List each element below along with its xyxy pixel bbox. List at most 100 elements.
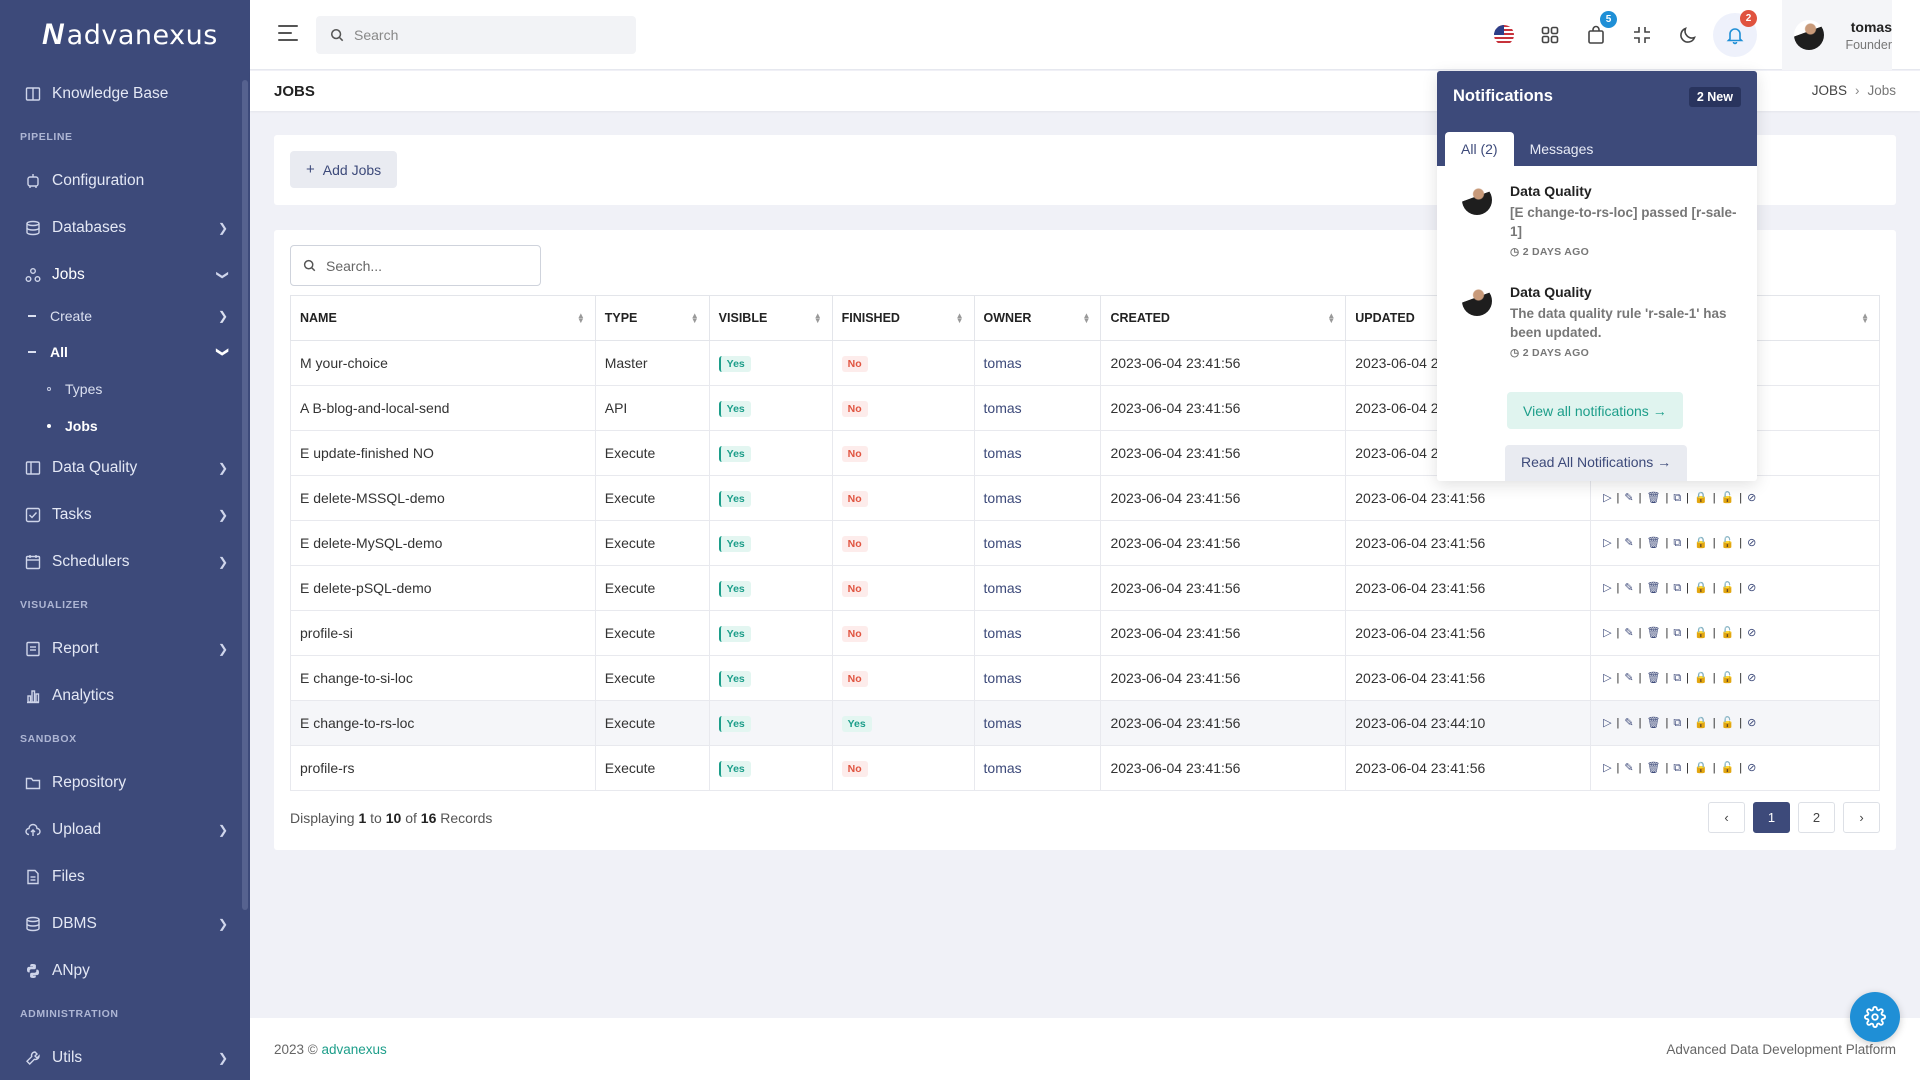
prev-page-button[interactable]: ‹ (1708, 802, 1745, 833)
sidebar-item-schedulers[interactable]: Schedulers ❯ (0, 538, 250, 585)
copy-icon[interactable]: ⧉ (1673, 672, 1683, 684)
notification-item[interactable]: Data Quality [E change-to-rs-loc] passed… (1462, 183, 1742, 258)
unlock-icon[interactable]: 🔓 (1720, 762, 1736, 774)
play-icon[interactable]: ▷ (1603, 537, 1613, 549)
copy-icon[interactable]: ⧉ (1673, 537, 1683, 549)
edit-icon[interactable]: ✎ (1624, 717, 1635, 729)
sidebar-item-report[interactable]: Report ❯ (0, 625, 250, 672)
footer-brand-link[interactable]: advanexus (321, 1042, 387, 1057)
tab-all[interactable]: All (2) (1445, 132, 1514, 166)
sidebar-subitem-jobs[interactable]: Jobs (0, 407, 250, 444)
table-search-input[interactable] (326, 257, 526, 274)
owner-link[interactable]: tomas (983, 355, 1022, 371)
sidebar-item-anpy[interactable]: ANpy (0, 947, 250, 994)
trash-icon[interactable]: 🗑 (1646, 537, 1662, 549)
sidebar-item-data-quality[interactable]: Data Quality ❯ (0, 444, 250, 491)
copy-icon[interactable]: ⧉ (1673, 492, 1683, 504)
lock-icon[interactable]: 🔒 (1694, 627, 1709, 639)
column-header-type[interactable]: TYPE ▲ ▼ (594, 295, 710, 341)
column-header-created[interactable]: CREATED ▲ ▼ (1100, 295, 1347, 341)
owner-link[interactable]: tomas (983, 535, 1022, 551)
sidebar-subitem-create[interactable]: Create ❯ (0, 298, 250, 334)
trash-icon[interactable]: 🗑 (1646, 717, 1662, 729)
cart-button[interactable]: 5 (1578, 11, 1617, 53)
sidebar-subitem-all[interactable]: All ❯ (0, 334, 250, 370)
trash-icon[interactable]: 🗑 (1646, 672, 1662, 684)
add-jobs-button[interactable]: + Add Jobs (290, 151, 398, 188)
sidebar-item-jobs[interactable]: Jobs ❯ (0, 251, 250, 298)
hide-icon[interactable]: ⊘ (1747, 762, 1758, 774)
edit-icon[interactable]: ✎ (1624, 672, 1635, 684)
sidebar-subitem-types[interactable]: Types (0, 370, 250, 407)
copy-icon[interactable]: ⧉ (1673, 627, 1683, 639)
play-icon[interactable]: ▷ (1603, 762, 1613, 774)
owner-link[interactable]: tomas (983, 445, 1022, 461)
page-1-button[interactable]: 1 (1753, 802, 1790, 833)
search-input[interactable] (354, 27, 614, 43)
sidebar-item-knowledge-base[interactable]: Knowledge Base (0, 70, 250, 117)
settings-fab-button[interactable] (1850, 992, 1900, 1042)
notification-item[interactable]: Data Quality The data quality rule 'r-sa… (1462, 284, 1742, 359)
edit-icon[interactable]: ✎ (1624, 627, 1635, 639)
play-icon[interactable]: ▷ (1603, 672, 1613, 684)
edit-icon[interactable]: ✎ (1624, 492, 1635, 504)
table-row[interactable]: profile-si Execute Yes No tomas 2023-06-04 23… (290, 610, 1880, 656)
edit-icon[interactable]: ✎ (1624, 537, 1635, 549)
next-page-button[interactable]: › (1843, 802, 1880, 833)
play-icon[interactable]: ▷ (1603, 582, 1613, 594)
sidebar-item-tasks[interactable]: Tasks ❯ (0, 491, 250, 538)
sidebar-item-upload[interactable]: Upload ❯ (0, 806, 250, 853)
lock-icon[interactable]: 🔒 (1694, 492, 1709, 504)
table-row[interactable]: E delete-pSQL-demo Execute Yes No tomas 2023-… (290, 565, 1880, 611)
hide-icon[interactable]: ⊘ (1747, 627, 1758, 639)
hide-icon[interactable]: ⊘ (1747, 582, 1758, 594)
column-header-visible[interactable]: VISIBLE ▲ ▼ (708, 295, 833, 341)
trash-icon[interactable]: 🗑 (1646, 762, 1662, 774)
owner-link[interactable]: tomas (983, 760, 1022, 776)
breadcrumb-item[interactable]: JOBS (1811, 83, 1847, 98)
fullscreen-button[interactable] (1624, 17, 1660, 53)
unlock-icon[interactable]: 🔓 (1720, 672, 1736, 684)
copy-icon[interactable]: ⧉ (1673, 762, 1683, 774)
lock-icon[interactable]: 🔒 (1694, 762, 1709, 774)
owner-link[interactable]: tomas (983, 580, 1022, 596)
brand-logo[interactable]: N advanexus (0, 0, 250, 70)
owner-link[interactable]: tomas (983, 625, 1022, 641)
lock-icon[interactable]: 🔒 (1694, 717, 1709, 729)
column-header-name[interactable]: NAME ▲ ▼ (290, 295, 596, 341)
theme-toggle-button[interactable] (1670, 17, 1706, 53)
copy-icon[interactable]: ⧉ (1673, 582, 1683, 594)
language-flag-button[interactable] (1486, 17, 1522, 53)
edit-icon[interactable]: ✎ (1624, 762, 1635, 774)
sidebar-scrollbar[interactable] (242, 80, 248, 910)
sidebar-item-databases[interactable]: Databases ❯ (0, 204, 250, 251)
trash-icon[interactable]: 🗑 (1646, 582, 1662, 594)
read-all-notifications-button[interactable]: Read All Notifications → (1505, 445, 1688, 481)
owner-link[interactable]: tomas (983, 670, 1022, 686)
hide-icon[interactable]: ⊘ (1747, 492, 1758, 504)
lock-icon[interactable]: 🔒 (1694, 537, 1709, 549)
owner-link[interactable]: tomas (983, 490, 1022, 506)
lock-icon[interactable]: 🔒 (1694, 672, 1709, 684)
menu-toggle-icon[interactable] (278, 25, 298, 41)
play-icon[interactable]: ▷ (1603, 492, 1613, 504)
apps-button[interactable] (1532, 17, 1568, 53)
table-search[interactable] (290, 245, 541, 286)
trash-icon[interactable]: 🗑 (1646, 492, 1662, 504)
hide-icon[interactable]: ⊘ (1747, 672, 1758, 684)
unlock-icon[interactable]: 🔓 (1720, 537, 1736, 549)
tab-messages[interactable]: Messages (1529, 141, 1594, 157)
table-row[interactable]: profile-rs Execute Yes No tomas 2023-06-04 23… (290, 745, 1880, 791)
sidebar-item-dbms[interactable]: DBMS ❯ (0, 900, 250, 947)
copy-icon[interactable]: ⧉ (1673, 717, 1683, 729)
table-row[interactable]: M your-choice Master Yes No tomas 2023-06-04 … (290, 340, 1880, 386)
unlock-icon[interactable]: 🔓 (1720, 717, 1736, 729)
lock-icon[interactable]: 🔒 (1694, 582, 1709, 594)
table-row[interactable]: E change-to-rs-loc Execute Yes Yes tomas 2023… (290, 700, 1880, 746)
hide-icon[interactable]: ⊘ (1747, 717, 1758, 729)
owner-link[interactable]: tomas (983, 400, 1022, 416)
sidebar-item-files[interactable]: Files (0, 853, 250, 900)
hide-icon[interactable]: ⊘ (1747, 537, 1758, 549)
trash-icon[interactable]: 🗑 (1646, 627, 1662, 639)
page-2-button[interactable]: 2 (1798, 802, 1835, 833)
